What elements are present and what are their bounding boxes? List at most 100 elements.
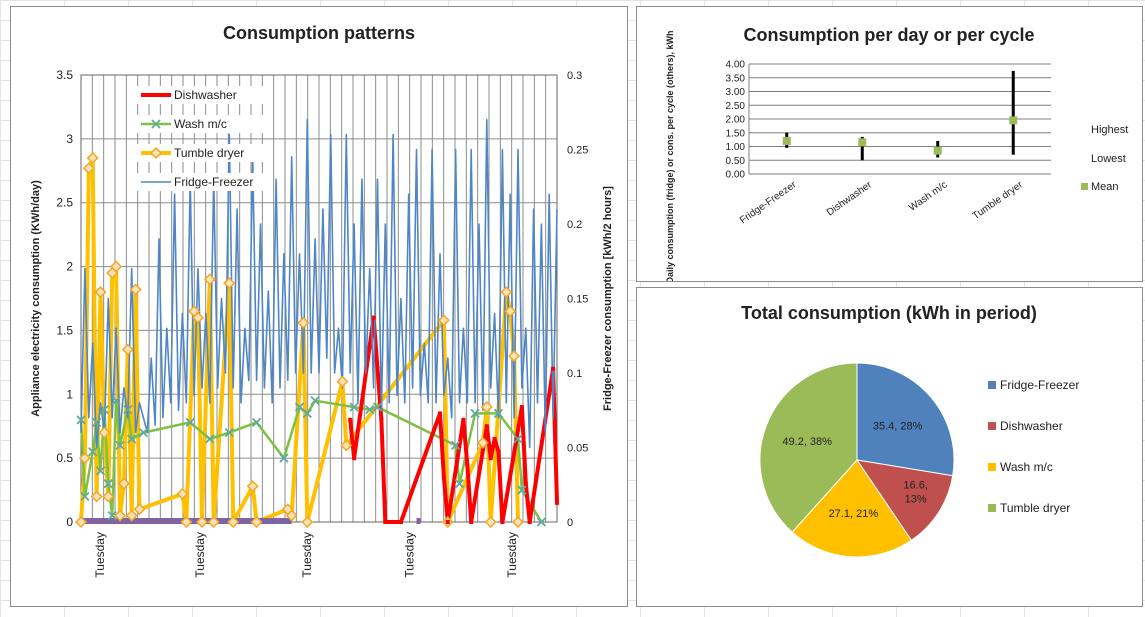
wash-mc-point (302, 408, 312, 419)
dishwasher-point (461, 417, 466, 422)
wash-mc-point (107, 510, 117, 521)
tumble-dryer-point (301, 515, 314, 529)
dishwasher-point (437, 411, 442, 416)
tumble-dryer-point (74, 515, 88, 529)
y-axis-label: Appliance electricity consumption (KWh/d… (30, 180, 42, 417)
y-tick-label: 3 (66, 132, 73, 146)
pie-slice (791, 459, 913, 558)
tumble-dryer-point (500, 286, 513, 299)
pie-slice (856, 362, 955, 477)
legend-label: Wash m/c (174, 117, 227, 131)
y-tick-label: 2.00 (726, 115, 746, 126)
wash-mc-point (536, 517, 547, 527)
dishwasher-point (445, 520, 450, 524)
y2-tick-label: 0.15 (567, 294, 588, 306)
tumble-dryer-point (336, 375, 349, 388)
dishwasher-point (398, 520, 403, 524)
tumble-dryer-point (129, 283, 142, 296)
legend-marker (149, 146, 163, 160)
tumble-dryer-point (125, 509, 138, 522)
mean-marker (858, 138, 867, 147)
legend-marker (988, 463, 996, 471)
wash-mc-point (127, 434, 137, 444)
y-tick-label: 3.50 (726, 73, 746, 84)
tumble-dryer-point (133, 503, 146, 516)
tumble-dryer-point (250, 515, 263, 529)
legend-label: Wash m/c (1000, 460, 1053, 474)
slice-label: 49.2, 38% (782, 436, 832, 448)
wash-mc-point (115, 440, 125, 451)
legend-background (137, 86, 269, 104)
wash-mc-point (99, 404, 110, 415)
tumble-dryer-point (340, 439, 353, 452)
legend-marker (154, 93, 158, 97)
dishwasher-point (519, 405, 524, 410)
consumption-patterns-chart: Consumption patterns 0 0.5 1 1.5 2 2.5 3 3.5 0 0.0… (30, 23, 614, 578)
tumble-dryer-point (78, 452, 91, 465)
tumble-dryer-point (508, 349, 521, 362)
y2-tick-label: 0.05 (567, 443, 588, 455)
tumble-dryer-point (117, 477, 130, 490)
y-tick-label: 2 (66, 260, 73, 274)
tumble-dryer-point (484, 515, 497, 529)
dishwasher-point (551, 366, 556, 371)
tumble-dryer-point (476, 436, 489, 449)
dishwasher-point (383, 520, 388, 524)
legend-marker (988, 381, 996, 389)
dishwasher-point (379, 417, 384, 422)
y-tick-label: 2.5 (56, 196, 73, 210)
tumble-dryer-point (437, 314, 450, 327)
legend-label: Mean (1091, 181, 1119, 193)
legend-background (137, 173, 269, 191)
wash-mc-point (224, 427, 234, 438)
tumble-dryer-point (207, 515, 220, 529)
chart-title: Total consumption (kWh in period) (741, 303, 1037, 323)
wash-mc-point (294, 402, 305, 412)
y-axis-label: Daily consumption (fridge) or cons. per … (665, 30, 675, 281)
dishwasher-point (527, 520, 532, 524)
tumble-dryer-point (246, 480, 259, 493)
pie-slice (759, 362, 858, 533)
wash-mc-point (123, 404, 133, 415)
plot-area (80, 74, 558, 523)
wash-mc-point (80, 491, 90, 502)
wash-mc-point (251, 417, 262, 428)
y-tick-label: 1.50 (726, 128, 746, 139)
y-tick-label: 4.00 (726, 60, 746, 71)
slice-label: 27.1, 21% (829, 508, 879, 520)
x-tick-label: Fridge-Freezer (738, 179, 799, 226)
wash-mc-point (349, 402, 359, 412)
x-tick-label: Tumble dryer (971, 179, 1026, 222)
tumble-dryer-point (480, 401, 493, 414)
tumble-dryer-point (223, 277, 236, 290)
tumble-dryer-point (86, 152, 99, 165)
legend-label: Dishwasher (1000, 419, 1063, 433)
x-tick-label: Tuesday (402, 532, 416, 578)
consumption-per-cycle-panel: Consumption per day or per cycle 0.00 0.50… (636, 6, 1143, 284)
x-tick-label: Dishwasher (825, 179, 875, 218)
wash-mc-point (493, 408, 504, 419)
tumble-dryer-point (227, 515, 240, 529)
dishwasher-point (465, 462, 470, 467)
legend-background (137, 115, 269, 133)
y2-tick-label: 0 (567, 517, 573, 529)
pie-slice (855, 459, 954, 542)
chart-title: Consumption patterns (223, 23, 415, 43)
mean-marker (933, 146, 942, 155)
fridge-freezer-series (80, 118, 558, 449)
x-tick-label: Tuesday (300, 532, 314, 578)
tumble-dryer-point (192, 311, 205, 324)
mean-marker (782, 137, 791, 145)
dishwasher-point (469, 520, 474, 524)
tumble-dryer-point (511, 515, 524, 529)
y2-tick-label: 0.25 (567, 145, 588, 157)
tumble-dryer-point (504, 305, 517, 318)
mean-marker (1009, 116, 1018, 125)
wash-mc-point (103, 479, 113, 489)
y-tick-label: 1.5 (56, 323, 73, 337)
wash-mc-point (138, 427, 149, 438)
dishwasher-point (371, 315, 376, 320)
wash-mc-point (470, 408, 480, 419)
y-tick-label: 0.00 (726, 170, 746, 181)
legend-label: Lowest (1091, 153, 1126, 165)
